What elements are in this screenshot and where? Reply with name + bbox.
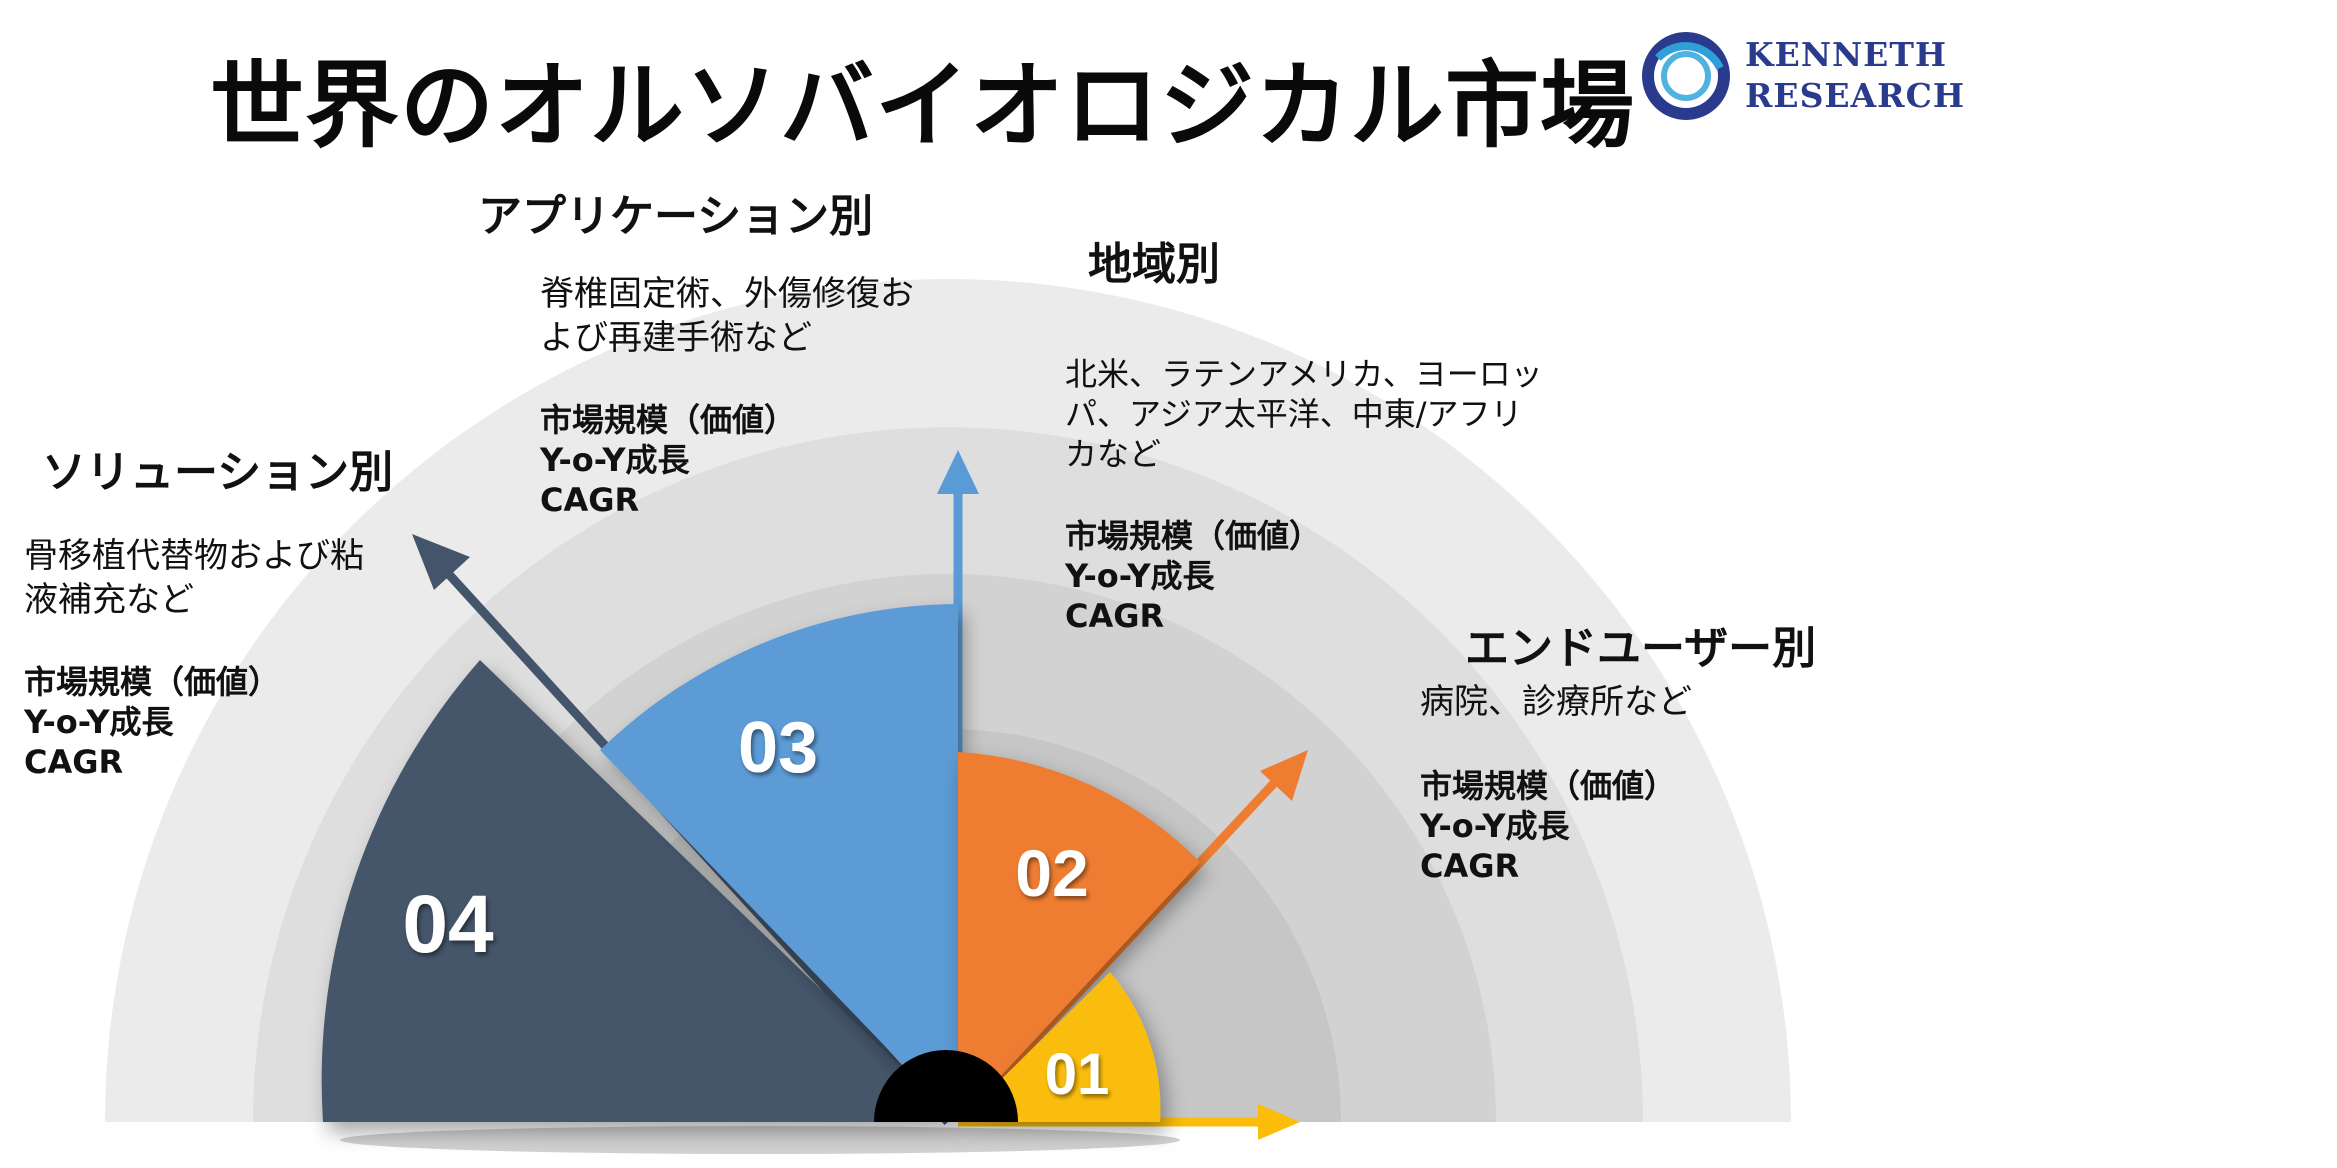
metric-yoy-growth: Y-o-Y成長 bbox=[540, 441, 690, 479]
description-line: 脊椎固定術、外傷修復お bbox=[540, 274, 914, 314]
logo-line-1: KENNETH bbox=[1745, 35, 1948, 74]
application-metrics: 市場規模（価値） Y-o-Y成長 CAGR bbox=[540, 400, 796, 520]
segment-03 bbox=[600, 604, 958, 1122]
end-user-description: 病院、診療所など bbox=[1420, 680, 1692, 724]
description-line: よび再建手術など bbox=[540, 318, 812, 358]
segment-04 bbox=[321, 660, 958, 1122]
metric-yoy-growth: Y-o-Y成長 bbox=[1420, 807, 1570, 845]
segment-02-number: 02 bbox=[1015, 836, 1088, 910]
logo-text: KENNETH RESEARCH bbox=[1745, 34, 1965, 116]
company-logo: KENNETH RESEARCH bbox=[1640, 28, 1980, 128]
center-hub bbox=[874, 1050, 1018, 1122]
metric-yoy-growth: Y-o-Y成長 bbox=[24, 703, 174, 741]
end-user-metrics: 市場規模（価値） Y-o-Y成長 CAGR bbox=[1420, 766, 1676, 886]
segment-01 bbox=[958, 972, 1161, 1122]
metric-cagr: CAGR bbox=[540, 481, 640, 519]
solution-description: 骨移植代替物および粘 液補充など bbox=[24, 534, 364, 622]
arrow-02 bbox=[954, 750, 1308, 1126]
metric-market-size: 市場規模（価値） bbox=[24, 663, 281, 701]
segment-01-number: 01 bbox=[1045, 1042, 1110, 1107]
application-description: 脊椎固定術、外傷修復お よび再建手術など bbox=[540, 272, 914, 360]
metric-market-size: 市場規模（価値） bbox=[540, 401, 797, 439]
description-line: 病院、診療所など bbox=[1420, 682, 1692, 722]
solution-heading: ソリューション別 bbox=[42, 447, 394, 498]
metric-cagr: CAGR bbox=[24, 743, 124, 781]
segment-03-number: 03 bbox=[738, 708, 818, 788]
logo-ring-icon bbox=[1642, 32, 1730, 120]
metric-market-size: 市場規模（価値） bbox=[1065, 517, 1322, 555]
metric-yoy-growth: Y-o-Y成長 bbox=[1065, 557, 1215, 595]
description-line: 骨移植代替物および粘 bbox=[24, 536, 364, 576]
region-description: 北米、ラテンアメリカ、ヨーロッ パ、アジア太平洋、中東/アフリ カなど bbox=[1065, 354, 1543, 474]
end-user-heading: エンドユーザー別 bbox=[1465, 623, 1817, 674]
logo-line-2: RESEARCH bbox=[1745, 76, 1966, 115]
solution-metrics: 市場規模（価値） Y-o-Y成長 CAGR bbox=[24, 662, 280, 782]
metric-cagr: CAGR bbox=[1420, 847, 1520, 885]
application-heading: アプリケーション別 bbox=[478, 191, 874, 242]
description-line: 北米、ラテンアメリカ、ヨーロッ bbox=[1065, 355, 1543, 393]
description-line: 液補充など bbox=[24, 580, 194, 620]
ground-shadow bbox=[340, 1126, 1180, 1154]
metric-cagr: CAGR bbox=[1065, 597, 1165, 635]
metric-market-size: 市場規模（価値） bbox=[1420, 767, 1677, 805]
region-heading: 地域別 bbox=[1088, 239, 1220, 290]
segment-02 bbox=[958, 752, 1200, 1122]
page-title: 世界のオルソバイオロジカル市場 bbox=[210, 52, 1636, 161]
description-line: カなど bbox=[1065, 435, 1162, 473]
description-line: パ、アジア太平洋、中東/アフリ bbox=[1065, 395, 1523, 433]
segment-04-number: 04 bbox=[402, 879, 494, 970]
region-metrics: 市場規模（価値） Y-o-Y成長 CAGR bbox=[1065, 516, 1321, 636]
